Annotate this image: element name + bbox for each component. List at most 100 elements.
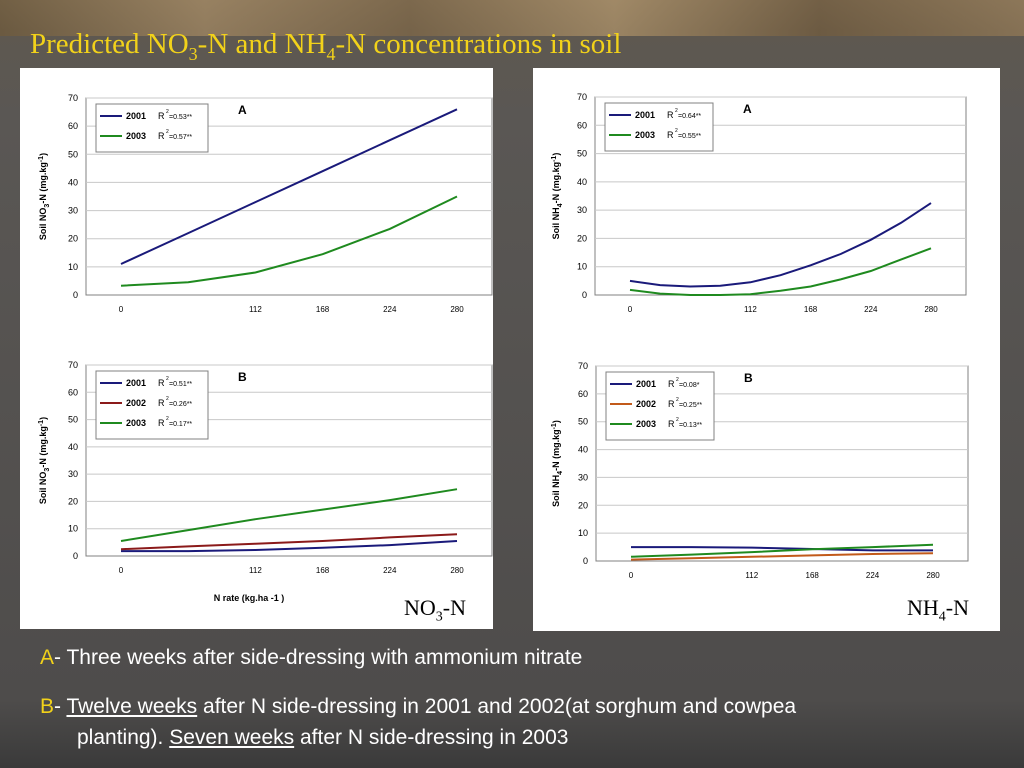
x-tick-label: 168 [806,571,820,580]
legend-r-label: R [668,399,675,409]
y-tick-label: 10 [68,524,78,534]
y-tick-label: 40 [68,177,78,187]
y-tick-label: 70 [68,93,78,103]
no3-panel: 0 10 20 30 40 50 60 70 0 112 168 224 280 Soil NO3-N (… [20,68,493,629]
y-tick-label: 50 [578,417,588,427]
caption-b-underline-1: Twelve weeks [66,695,198,718]
legend-r-label: R [158,131,165,141]
legend-r-superscript: 2 [675,108,678,114]
no3-label: NO3-N [404,595,466,625]
y-tick-label: 20 [578,500,588,510]
x-axis-label: N rate (kg.ha -1 ) [214,593,285,603]
y-axis-label: Soil NO3-N (mg.kg-1) [38,153,51,240]
caption-b-text-3: after N side-dressing in 2003 [294,726,569,749]
y-tick-label: 20 [577,233,587,243]
y-tick-label: 40 [68,442,78,452]
nh4-label: NH4-N [907,595,969,625]
legend-series-name: 2003 [636,419,656,429]
y-tick-label: 70 [578,361,588,371]
legend-r-superscript: 2 [166,129,169,135]
x-tick-label: 0 [629,571,634,580]
y-tick-label: 0 [582,290,587,300]
legend-r-label: R [668,379,675,389]
panel-letter: B [238,370,247,384]
caption-b-dash: - [54,695,67,718]
caption-a-letter: A [40,646,55,669]
series-line-2003 [120,195,458,287]
y-tick-label: 70 [68,360,78,370]
x-tick-label: 0 [119,566,124,575]
y-tick-label: 70 [577,92,587,102]
panel-letter: A [238,103,247,117]
x-tick-label: 112 [249,566,262,575]
legend-r-superscript: 2 [675,128,678,134]
legend-r2-value: =0.57** [169,134,192,141]
y-tick-label: 30 [68,206,78,216]
y-tick-label: 60 [68,387,78,397]
caption-b-line2: planting). Seven weeks after N side-dres… [77,726,568,750]
legend-r-label: R [158,418,165,428]
y-axis-label: Soil NO3-N (mg.kg-1) [38,417,51,504]
y-tick-label: 0 [73,290,78,300]
x-tick-label: 168 [316,566,330,575]
panel-letter: B [744,371,753,385]
x-tick-label: 0 [628,305,633,314]
legend-r-label: R [667,110,674,120]
y-tick-label: 50 [68,415,78,425]
x-tick-label: 224 [864,305,878,314]
x-tick-label: 280 [924,305,938,314]
legend-box [95,103,209,153]
series-line-2003 [120,488,458,542]
y-tick-label: 60 [577,120,587,130]
chart-no3-b: 0 10 20 30 40 50 60 70 0 112 168 224 280 Soil NO3-N (… [38,360,493,603]
caption-a-text: - Three weeks after side-dressing with a… [54,646,583,669]
legend-series-name: 2001 [635,110,655,120]
x-tick-label: 224 [383,566,397,575]
caption-b-underline-2: Seven weeks [169,726,295,749]
legend-r2-value: =0.08* [679,382,700,389]
x-tick-label: 168 [804,305,818,314]
x-tick-label: 224 [383,305,397,314]
legend-r-superscript: 2 [166,396,169,402]
y-tick-label: 10 [68,262,78,272]
legend-r2-value: =0.13** [679,422,702,429]
decorative-top-band [0,0,1024,36]
x-tick-label: 280 [450,566,464,575]
y-axis-label: Soil NH4-N (mg.kg-1) [551,153,564,240]
caption-b-letter: B [40,695,55,718]
y-tick-label: 20 [68,496,78,506]
y-tick-label: 20 [68,234,78,244]
y-tick-label: 30 [68,469,78,479]
y-tick-label: 0 [73,551,78,561]
y-tick-label: 40 [577,177,587,187]
legend-r-label: R [667,130,674,140]
y-axis-label: Soil NH4-N (mg.kg-1) [551,420,564,507]
legend-box [604,102,714,152]
legend-r2-value: =0.53** [169,114,192,121]
x-tick-label: 224 [866,571,880,580]
caption-b-text-2: planting). [77,726,170,749]
legend-r-superscript: 2 [166,416,169,422]
y-tick-label: 30 [577,205,587,215]
legend-series-name: 2001 [126,378,146,388]
series-line-2001 [120,108,458,265]
series-line-2001 [629,202,932,288]
y-tick-label: 40 [578,445,588,455]
legend-r2-value: =0.55** [678,133,701,140]
legend-r-superscript: 2 [166,109,169,115]
caption-b-text-1: after N side-dressing in 2001 and 2002(a… [197,695,797,718]
caption-b: B- Twelve weeks after N side-dressing in… [40,695,796,719]
series-line-2002 [630,552,934,561]
series-line-2003 [629,247,932,296]
y-tick-label: 10 [578,528,588,538]
series-line-2001 [631,546,933,552]
series-line-2001 [121,540,458,553]
legend-r2-value: =0.26** [169,401,192,408]
legend-series-name: 2003 [635,130,655,140]
slide-title: Predicted NO3-N and NH4-N concentrations… [30,28,622,64]
x-tick-label: 280 [450,305,464,314]
x-tick-label: 112 [745,571,758,580]
panel-letter: A [743,102,752,116]
y-tick-label: 50 [577,149,587,159]
y-tick-label: 60 [578,389,588,399]
